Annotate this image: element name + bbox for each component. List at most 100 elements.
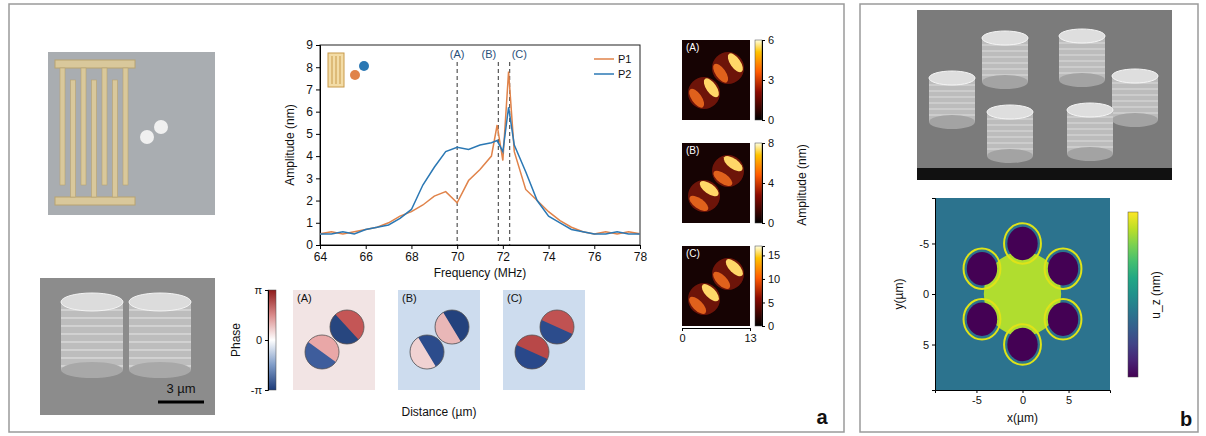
pillar-disk (1048, 303, 1078, 336)
tick-label: 15 (768, 249, 780, 261)
pillar-layer (129, 334, 191, 335)
phase-map (293, 290, 375, 390)
tick-label: -π (251, 384, 263, 396)
pillar-bottom (1059, 73, 1105, 87)
phase-maps: (A)(B)(C)-π0πPhaseDistance (µm) (229, 284, 585, 419)
tick-label: 0 (768, 320, 774, 332)
tick-mark (265, 290, 268, 291)
tick-mark (932, 243, 935, 244)
disk-phase (410, 335, 444, 369)
tick-mark (411, 245, 412, 249)
tick-label: 72 (497, 250, 511, 264)
amplitude-map (682, 40, 750, 120)
tick-label: π (254, 284, 262, 296)
tick-mark (1069, 390, 1070, 393)
legend-swatch (594, 58, 614, 60)
disk-phase-half (305, 342, 336, 369)
amplitude-lobe (711, 168, 735, 189)
pillar-layer (61, 342, 123, 343)
tick-label: 0 (1020, 394, 1026, 406)
plot-frame (320, 45, 640, 245)
tick-mark (762, 255, 765, 256)
pillar-body (61, 302, 123, 370)
pillar-bottom (1112, 113, 1158, 127)
tick-label: 0 (306, 238, 313, 252)
tick-label: -5 (919, 237, 929, 249)
pillar-layer (129, 358, 191, 359)
tick-mark (932, 345, 935, 346)
pillar-bottom (982, 75, 1028, 89)
tick-mark (682, 328, 683, 331)
tick: 3 (762, 74, 774, 86)
pillar-bottom (929, 115, 975, 129)
annotation-label: (B) (482, 48, 497, 60)
axis: 0123456789 (306, 38, 320, 252)
tick: 2 (306, 194, 320, 208)
sem-footer (917, 168, 1172, 180)
colorbar (1128, 212, 1138, 377)
tick: 4 (306, 149, 320, 163)
amplitude-lobe (710, 61, 731, 85)
tick: 6 (762, 34, 774, 46)
pillar-top (1067, 103, 1113, 117)
tick: 0 (923, 288, 935, 300)
tick-label: 1 (306, 216, 313, 230)
panel-label: a (816, 406, 828, 428)
pillar-bottom (61, 362, 123, 378)
pillar-layer (982, 51, 1028, 52)
tick-mark (594, 245, 595, 249)
tick: 76 (588, 245, 602, 264)
tick-label: 74 (542, 250, 556, 264)
pillar-layer (1067, 123, 1113, 124)
pillar-layer (929, 109, 975, 110)
tick-mark (1023, 390, 1024, 393)
pillar-layer (987, 137, 1033, 138)
tick-label: -5 (972, 394, 982, 406)
tick: π (254, 284, 268, 296)
tick-label: 3 (306, 172, 313, 186)
tick: 0 (762, 114, 774, 126)
tick-label: 0 (768, 114, 774, 126)
tick-mark (316, 89, 320, 90)
annotation-label: (C) (512, 48, 527, 60)
pillar-layer (61, 318, 123, 319)
amplitude-lobe (721, 153, 745, 174)
inset-idt (328, 53, 344, 87)
tick-label: 5 (1066, 394, 1072, 406)
disk-outline (540, 310, 574, 344)
panel-frame (860, 4, 1198, 432)
amplitude-lobe (710, 269, 733, 292)
tick-mark (366, 245, 367, 249)
idt-finger (123, 68, 128, 185)
tick: 5 (306, 127, 320, 141)
tick-label: 5 (923, 339, 929, 351)
axis: -π0π (251, 284, 269, 396)
amplitude-map (682, 143, 750, 223)
series-line (320, 107, 640, 234)
disk-phase (305, 335, 339, 369)
map-label: (B) (402, 292, 417, 304)
tick: 74 (542, 245, 556, 264)
legend-label: P1 (618, 53, 631, 65)
axis-line (683, 329, 751, 332)
tick: 0 (762, 217, 774, 229)
disk-outline (410, 335, 444, 369)
tick: 0 (762, 320, 774, 332)
disk-phase-half (435, 312, 461, 344)
tick: 8 (762, 137, 774, 149)
disk-outline (515, 335, 549, 369)
pillar-layer (987, 131, 1033, 132)
tick: 8 (306, 61, 320, 75)
legend-swatch (594, 73, 614, 75)
pillar-layer (1112, 101, 1158, 102)
tick-mark (762, 279, 765, 280)
sem-background (917, 10, 1172, 180)
tick-label: 78 (634, 250, 648, 264)
pillar-layer (1059, 67, 1105, 68)
inset-dot (359, 61, 369, 71)
idt-finger (60, 68, 65, 185)
y-axis-title: y(µm) (892, 279, 906, 310)
pillar-layer (61, 326, 123, 327)
substrate (48, 52, 215, 215)
pillar-layer (129, 342, 191, 343)
